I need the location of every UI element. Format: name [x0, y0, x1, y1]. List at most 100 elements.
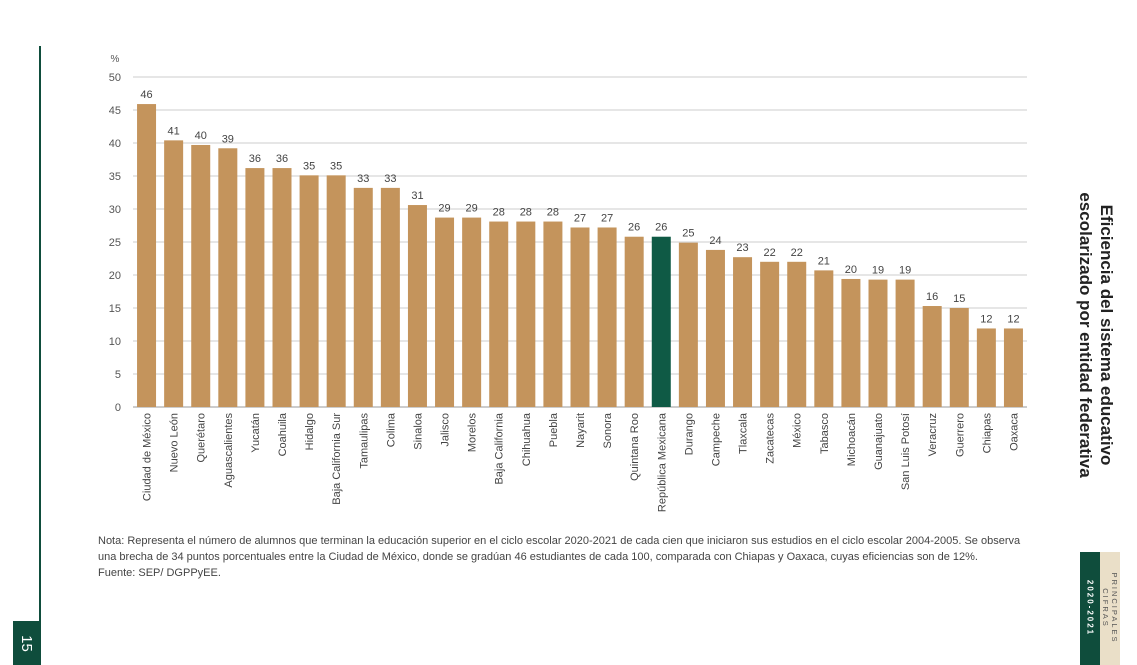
section-title-line1: Eficiencia del sistema educativo — [1097, 204, 1116, 466]
bar-chart: 0 5 10 15 20 25 30 35 40 45 50% 46 Ciudad de México 4… — [109, 54, 1027, 512]
bar — [597, 227, 617, 407]
x-tick-label: Baja California — [494, 412, 506, 484]
x-tick-label: México — [792, 413, 804, 448]
bar — [814, 270, 834, 407]
y-axis-label: % — [111, 54, 120, 65]
data-label: 22 — [791, 247, 803, 259]
data-label: 31 — [411, 190, 423, 202]
bar — [245, 168, 265, 407]
x-tick-label: Chihuahua — [521, 412, 533, 466]
bar — [137, 104, 157, 407]
data-label: 41 — [168, 125, 180, 137]
data-label: 19 — [899, 265, 911, 277]
bar — [407, 205, 427, 407]
bar — [570, 227, 590, 407]
x-tick-label: Sonora — [602, 412, 614, 448]
data-label: 24 — [709, 235, 721, 247]
bar — [435, 217, 455, 407]
y-tick-label: 50 — [109, 72, 121, 84]
y-tick-label: 30 — [109, 204, 121, 216]
tab-years: 2020-2021 — [1085, 579, 1095, 637]
tab-years-band — [1080, 552, 1100, 665]
data-label: 29 — [438, 203, 450, 215]
y-tick-label: 20 — [109, 270, 121, 282]
data-label: 22 — [764, 247, 776, 259]
bar — [841, 278, 861, 407]
page-number: 15 — [17, 634, 35, 652]
x-tick-label: Nayarit — [575, 413, 587, 448]
x-tick-label: Tabasco — [819, 413, 831, 454]
data-label: 27 — [574, 212, 586, 224]
bar — [489, 221, 509, 407]
data-label: 19 — [872, 265, 884, 277]
data-label: 23 — [736, 242, 748, 254]
bar — [299, 175, 319, 407]
left-margin-rule — [39, 46, 41, 665]
section-tab: 2020-2021 PRINCIPALES CIFRAS — [1080, 552, 1120, 665]
tab-label: PRINCIPALES CIFRAS — [1101, 572, 1119, 643]
data-label: 16 — [926, 291, 938, 303]
x-tick-label: Tlaxcala — [738, 412, 750, 454]
y-tick-label: 45 — [109, 105, 121, 117]
x-tick-label: Michoacán — [846, 413, 858, 466]
data-label: 21 — [818, 255, 830, 267]
data-label: 33 — [357, 173, 369, 185]
tab-label-line2: CIFRAS — [1101, 588, 1110, 628]
bar — [218, 148, 238, 407]
x-tick-label: Yucatán — [250, 413, 262, 453]
tab-label-line1: PRINCIPALES — [1110, 572, 1119, 644]
page-number-box: 15 — [13, 621, 39, 665]
bar — [976, 328, 996, 407]
x-tick-label: Guanajuato — [873, 413, 885, 470]
note-source: Fuente: SEP/ DGPPyEE. — [98, 567, 221, 579]
data-label: 46 — [140, 89, 152, 101]
x-tick-label: Aguascalientes — [223, 413, 235, 488]
x-tick-label: Hidalgo — [304, 413, 316, 450]
bar — [353, 187, 373, 407]
data-label: 12 — [1007, 313, 1019, 325]
x-tick-label: Durango — [683, 413, 695, 455]
section-title: Eficiencia del sistema educativo escolar… — [1075, 192, 1117, 477]
bar — [272, 168, 292, 407]
y-tick-label: 40 — [109, 138, 121, 150]
x-tick-label: Sinaloa — [412, 412, 424, 450]
bar — [705, 249, 725, 407]
bar — [678, 242, 698, 407]
x-tick-label: Tamaulipas — [358, 413, 370, 469]
data-label: 33 — [384, 173, 396, 185]
data-label: 39 — [222, 133, 234, 145]
bar — [380, 187, 400, 407]
data-label: 35 — [330, 160, 342, 172]
data-label: 25 — [682, 228, 694, 240]
y-tick-label: 35 — [109, 171, 121, 183]
x-tick-label: Colima — [385, 412, 397, 447]
bar — [895, 279, 915, 407]
x-tick-label: Morelos — [467, 413, 479, 453]
bar — [760, 261, 780, 407]
x-tick-label: Baja California Sur — [331, 413, 343, 505]
x-tick-label: Veracruz — [927, 413, 939, 456]
x-tick-label: Querétaro — [196, 413, 208, 463]
data-label: 28 — [547, 207, 559, 219]
x-tick-label: Campeche — [710, 413, 722, 466]
y-tick-label: 0 — [115, 402, 121, 414]
bar — [462, 217, 482, 407]
bar — [922, 306, 942, 407]
bar — [191, 144, 211, 408]
data-label: 20 — [845, 264, 857, 276]
bar — [787, 261, 807, 407]
bar — [651, 236, 671, 407]
x-tick-label: Guerrero — [954, 413, 966, 457]
data-label: 29 — [466, 203, 478, 215]
bar — [868, 279, 888, 407]
data-label: 12 — [980, 313, 992, 325]
y-tick-label: 25 — [109, 237, 121, 249]
x-tick-label: Nuevo León — [169, 413, 181, 472]
data-label: 36 — [276, 153, 288, 165]
data-label: 28 — [520, 207, 532, 219]
bar — [326, 175, 346, 407]
section-title-line2: escolarizado por entidad federativa — [1076, 192, 1095, 478]
bar — [516, 221, 536, 407]
x-tick-label: Coahuila — [277, 412, 289, 456]
x-tick-label: Chiapas — [981, 413, 993, 454]
